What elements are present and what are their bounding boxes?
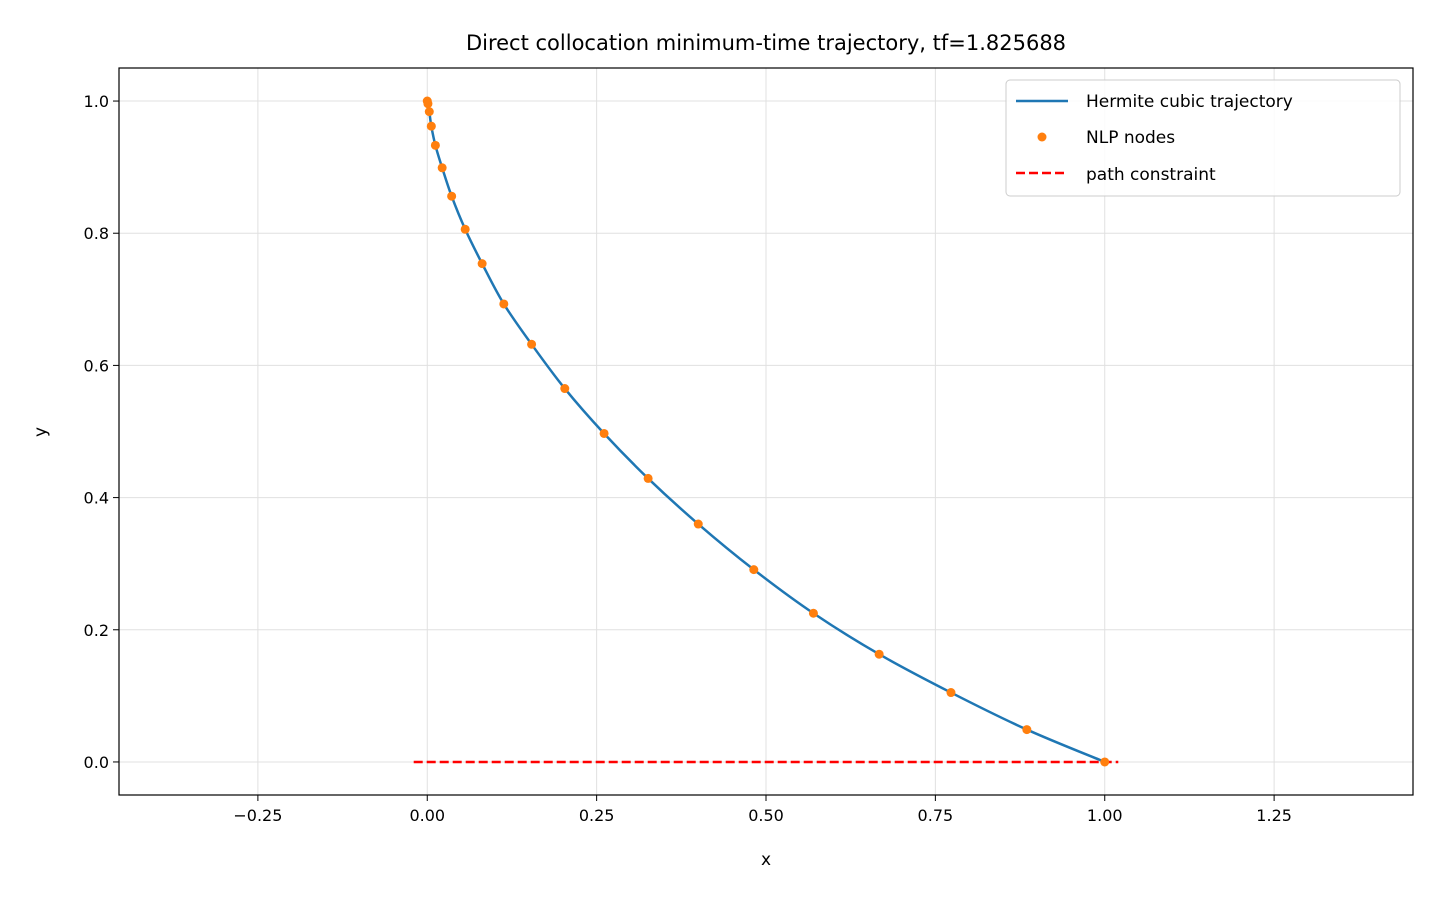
y-tick-label: 0.8: [84, 224, 109, 243]
nlp-node-point: [460, 224, 470, 234]
y-tick-label: 0.0: [84, 753, 109, 772]
chart-title: Direct collocation minimum-time trajecto…: [466, 31, 1066, 55]
nlp-node-point: [946, 688, 956, 698]
y-axis-label: y: [31, 427, 51, 437]
y-tick-label: 0.2: [84, 621, 109, 640]
axis-ticks: −0.25 0.00 0.25 0.50 0.75 1.00 1.25 0.0 0.2 0.4 0.…: [84, 92, 1292, 825]
nlp-node-point: [430, 140, 440, 150]
nlp-node-point: [1022, 725, 1032, 735]
legend: Hermite cubic trajectory NLP nodes path …: [1005, 79, 1401, 197]
nlp-node-point: [599, 428, 609, 438]
nlp-node-point: [477, 259, 487, 269]
nlp-node-point: [808, 608, 818, 618]
nlp-node-point: [437, 163, 447, 173]
nlp-node-point: [874, 649, 884, 659]
legend-label-trajectory: Hermite cubic trajectory: [1086, 92, 1293, 112]
x-axis-label: x: [761, 850, 771, 870]
nlp-node-point: [643, 473, 653, 483]
plot-area: [413, 96, 1119, 767]
nlp-node-point: [426, 121, 436, 131]
nlp-node-point: [527, 339, 537, 349]
y-tick-label: 1.0: [84, 92, 109, 111]
x-tick-label: 1.00: [1087, 806, 1123, 825]
x-tick-label: 1.25: [1256, 806, 1292, 825]
nlp-node-point: [560, 384, 570, 394]
nlp-node-point: [424, 107, 434, 117]
legend-swatch-nodes: [1037, 132, 1047, 142]
nlp-node-point: [749, 565, 759, 575]
nlp-node-point: [423, 99, 433, 109]
x-tick-label: 0.00: [409, 806, 445, 825]
legend-label-constraint: path constraint: [1086, 165, 1216, 185]
x-tick-label: 0.25: [579, 806, 615, 825]
nlp-node-point: [1100, 757, 1110, 767]
legend-label-nodes: NLP nodes: [1086, 128, 1175, 148]
nlp-node-point: [447, 191, 457, 201]
y-tick-label: 0.6: [84, 356, 109, 375]
legend-box: [1005, 79, 1401, 197]
nlp-node-point: [499, 299, 509, 309]
y-tick-label: 0.4: [84, 489, 109, 508]
x-tick-label: 0.75: [918, 806, 954, 825]
x-tick-label: −0.25: [233, 806, 282, 825]
nlp-node-point: [693, 519, 703, 529]
x-tick-label: 0.50: [748, 806, 784, 825]
